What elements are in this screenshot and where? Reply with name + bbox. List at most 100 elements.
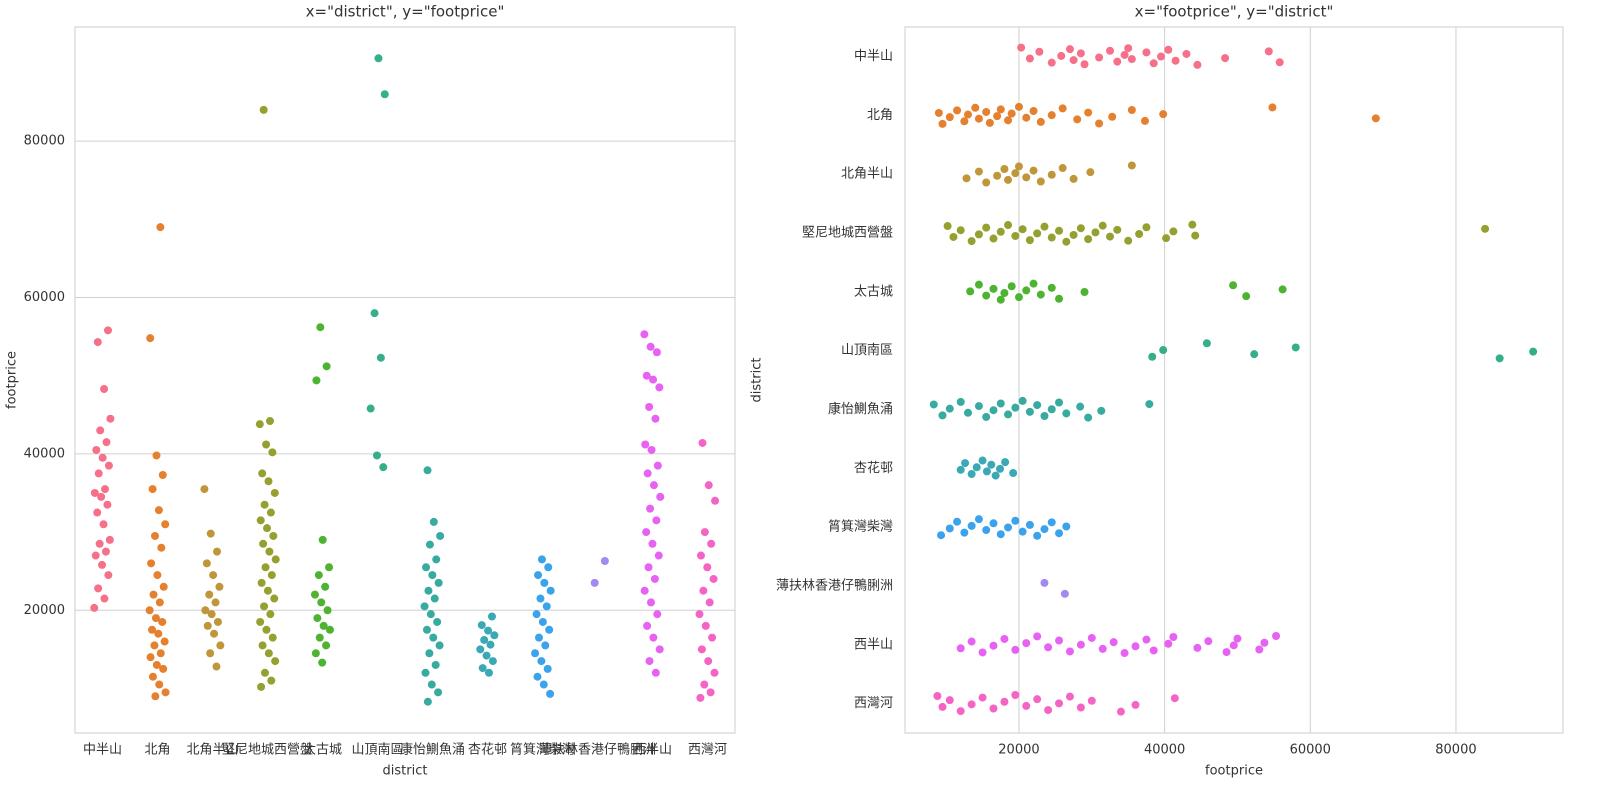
point — [484, 668, 493, 677]
point — [1040, 578, 1049, 587]
point — [1011, 169, 1020, 178]
x-tick-label: 西半山 — [633, 743, 672, 758]
point — [213, 617, 222, 626]
point — [644, 563, 653, 572]
point — [263, 586, 272, 595]
point — [1084, 413, 1093, 422]
point — [1268, 103, 1277, 112]
point — [1481, 224, 1490, 233]
point — [1014, 293, 1023, 302]
point — [1127, 106, 1136, 115]
point — [100, 594, 109, 603]
point — [487, 612, 496, 621]
point — [149, 590, 158, 599]
point — [960, 117, 969, 126]
point — [655, 383, 664, 392]
point — [1069, 230, 1078, 239]
point — [1106, 232, 1115, 241]
point — [993, 112, 1002, 121]
point — [434, 688, 443, 697]
point — [1055, 636, 1064, 645]
point — [649, 481, 658, 490]
point — [1055, 226, 1064, 235]
point — [1193, 643, 1202, 652]
point — [1182, 49, 1191, 58]
point — [1036, 290, 1045, 299]
point — [159, 582, 168, 591]
point — [321, 582, 330, 591]
point — [956, 226, 965, 235]
point — [379, 463, 388, 472]
point — [646, 598, 655, 607]
point — [945, 113, 954, 122]
x-tick-label: 40000 — [1144, 743, 1185, 758]
point — [1011, 516, 1020, 525]
point — [366, 404, 375, 413]
point — [960, 528, 969, 537]
point — [1272, 632, 1281, 641]
point — [1011, 645, 1020, 654]
point — [151, 531, 160, 540]
point — [1000, 288, 1009, 297]
point — [270, 488, 279, 497]
point — [90, 603, 99, 612]
point — [93, 338, 102, 347]
point — [211, 598, 220, 607]
point — [95, 539, 104, 548]
point — [1116, 707, 1125, 716]
point — [1004, 116, 1013, 125]
y-axis-label: district — [750, 358, 765, 403]
point — [945, 696, 954, 705]
point — [971, 103, 980, 112]
point — [156, 649, 165, 658]
point — [101, 547, 110, 556]
point — [989, 284, 998, 293]
point — [537, 555, 546, 564]
point — [266, 610, 275, 619]
point — [1022, 286, 1031, 295]
point — [1159, 346, 1168, 355]
point — [1149, 646, 1158, 655]
y-tick-label: 80000 — [24, 134, 65, 149]
point — [1076, 49, 1085, 58]
point — [1017, 43, 1026, 52]
point — [1087, 633, 1096, 642]
point — [1018, 527, 1027, 536]
point — [542, 602, 551, 611]
point — [258, 469, 267, 478]
point — [996, 530, 1005, 539]
point — [269, 531, 278, 540]
point — [310, 590, 319, 599]
x-tick-label: 北角 — [144, 743, 170, 758]
point — [1000, 634, 1009, 643]
point — [266, 508, 275, 517]
point — [1035, 47, 1044, 56]
point — [645, 402, 654, 411]
point — [651, 414, 660, 423]
point — [155, 598, 164, 607]
point — [154, 506, 163, 515]
point — [949, 232, 958, 241]
point — [94, 469, 103, 478]
point — [206, 529, 215, 538]
point — [1164, 639, 1173, 648]
point — [93, 508, 102, 517]
point — [989, 641, 998, 650]
point — [974, 114, 983, 123]
point — [372, 451, 381, 460]
point — [996, 105, 1005, 114]
point — [545, 625, 554, 634]
point — [1191, 231, 1200, 240]
point — [420, 602, 429, 611]
point — [640, 586, 649, 595]
point — [996, 399, 1005, 408]
point — [425, 540, 434, 549]
point — [325, 625, 334, 634]
point — [258, 641, 267, 650]
point — [695, 610, 704, 619]
y-tick-label: 20000 — [24, 603, 65, 618]
point — [982, 223, 991, 232]
point — [1164, 45, 1173, 54]
point — [153, 571, 162, 580]
point — [533, 672, 542, 681]
